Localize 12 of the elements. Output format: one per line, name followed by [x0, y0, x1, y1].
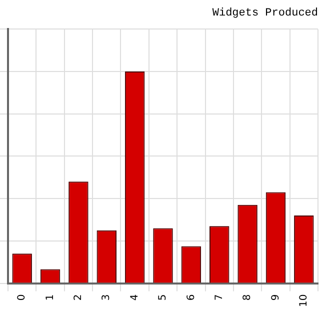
- x-tick-label: 2: [73, 294, 84, 301]
- x-tick-label: 1: [44, 294, 56, 301]
- x-tick-label: 0: [16, 294, 28, 301]
- x-tick-label: 8: [242, 294, 254, 301]
- x-tick-label: 6: [186, 294, 197, 301]
- x-tick-label: 7: [214, 294, 225, 301]
- x-tick-label: 9: [270, 294, 282, 301]
- x-tick-label: 10: [298, 294, 310, 308]
- x-tick-label: 4: [129, 294, 140, 301]
- chart-title: Widgets Produced: [212, 8, 318, 20]
- x-tick-label: 5: [158, 294, 169, 301]
- x-tick-label: 3: [101, 294, 112, 301]
